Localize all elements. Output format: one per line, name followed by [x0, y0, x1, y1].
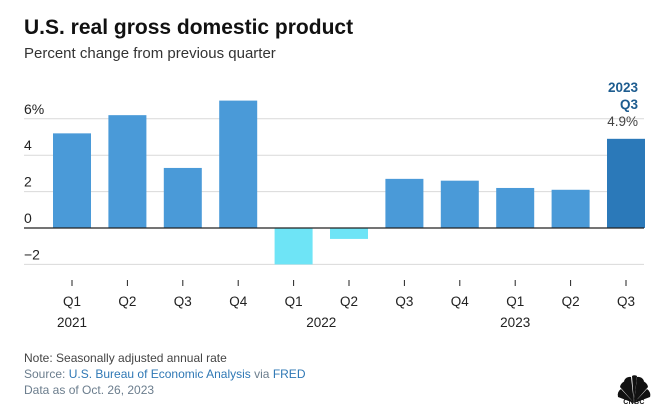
x-tick-label: Q2 — [118, 294, 136, 309]
x-tick-label: Q4 — [451, 294, 470, 309]
chart-notes: Note: Seasonally adjusted annual rate So… — [24, 350, 305, 398]
x-tick-label: Q2 — [562, 294, 580, 309]
year-label: 2022 — [306, 315, 336, 330]
y-tick-label: 6% — [24, 101, 44, 117]
chart-title: U.S. real gross domestic product — [24, 16, 354, 39]
bar — [219, 100, 258, 228]
x-tick-label: Q3 — [395, 294, 413, 309]
bar — [385, 178, 424, 228]
y-tick-label: −2 — [24, 246, 40, 262]
bar — [551, 189, 590, 228]
bar — [53, 133, 91, 228]
x-tick-label: Q1 — [63, 294, 81, 309]
y-tick-label: 2 — [24, 174, 32, 190]
annotation-quarter: Q3 — [620, 97, 639, 112]
y-tick-label: 0 — [24, 210, 32, 226]
year-label: 2023 — [500, 315, 530, 330]
source-prefix: Source: — [24, 367, 69, 381]
y-tick-label: 4 — [24, 137, 32, 153]
bar — [496, 187, 535, 228]
x-tick-label: Q4 — [229, 294, 248, 309]
x-tick-label: Q1 — [506, 294, 524, 309]
x-tick-label: Q2 — [340, 294, 358, 309]
logo-text: CNBC — [623, 399, 645, 406]
note-text: Note: Seasonally adjusted annual rate — [24, 351, 227, 365]
chart-subtitle: Percent change from previous quarter — [24, 45, 276, 62]
source-link-fred[interactable]: FRED — [272, 367, 306, 381]
peacock-icon — [617, 375, 651, 403]
x-tick-label: Q1 — [285, 294, 303, 309]
annotation-year: 2023 — [608, 80, 639, 95]
bar — [607, 138, 645, 228]
source-link-bea[interactable]: U.S. Bureau of Economic Analysis — [68, 367, 251, 381]
x-tick-label: Q3 — [617, 294, 635, 309]
source-line: Source: U.S. Bureau of Economic Analysis… — [24, 366, 305, 382]
bar — [108, 115, 147, 228]
source-mid: via — [250, 367, 273, 381]
bar — [163, 167, 202, 228]
bar — [330, 228, 368, 239]
annotation-value: 4.9% — [607, 114, 638, 129]
bar — [440, 180, 479, 228]
bar — [274, 228, 313, 265]
gdp-bar-chart: 6% 4 2 0 −2 Q1 Q2 Q3 Q4 Q1 Q2 Q3 Q4 Q1 Q2 Q3 2021 2022 202… — [24, 80, 645, 330]
data-date: Data as of Oct. 26, 2023 — [24, 383, 155, 397]
x-tick-label: Q3 — [174, 294, 192, 309]
year-label: 2021 — [57, 315, 87, 330]
